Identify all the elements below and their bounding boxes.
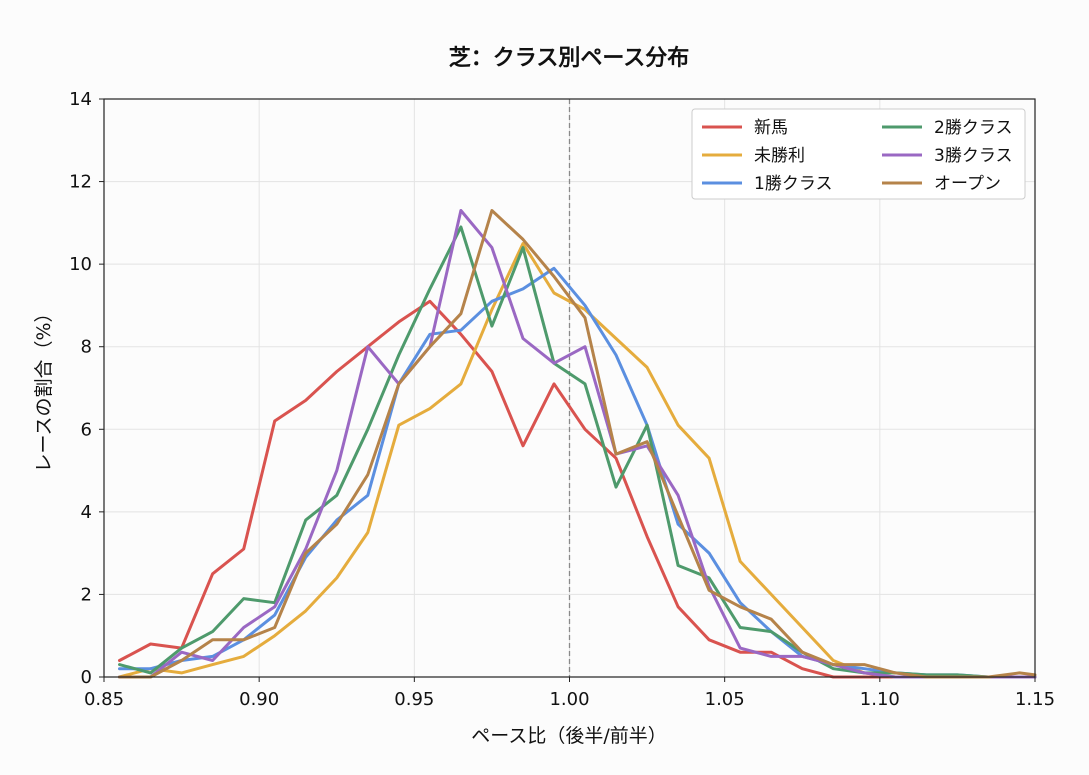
y-tick-label: 6 (81, 419, 92, 440)
y-tick-label: 0 (81, 667, 92, 688)
x-axis-label: ペース比（後半/前半） (471, 725, 666, 747)
y-axis-label: レースの割合（%） (33, 303, 55, 472)
y-axis-ticks: 0 2 4 6 8 10 12 14 (69, 89, 104, 688)
series-line-6 (118, 209, 1037, 679)
legend-label: 新馬 (754, 118, 788, 138)
x-tick-label: 0.85 (84, 689, 124, 710)
legend-label: 未勝利 (754, 146, 805, 166)
y-tick-label: 10 (69, 254, 92, 275)
y-tick-label: 2 (81, 584, 92, 605)
y-tick-label: 12 (69, 172, 92, 193)
x-tick-label: 1.15 (1015, 689, 1055, 710)
y-tick-label: 4 (81, 502, 92, 523)
x-tick-label: 0.90 (239, 689, 279, 710)
y-tick-label: 8 (81, 337, 92, 358)
x-axis-ticks: 0.85 0.90 0.95 1.00 1.05 1.10 1.15 (84, 677, 1055, 710)
x-tick-label: 1.10 (860, 689, 900, 710)
legend-box (691, 108, 1026, 200)
y-tick-label: 14 (69, 89, 92, 110)
chart-title: 芝：クラス別ペース分布 (449, 45, 689, 71)
legend-label: 3勝クラス (934, 146, 1012, 166)
legend-label: 2勝クラス (934, 118, 1012, 138)
x-tick-label: 1.00 (549, 689, 589, 710)
legend-label: オープン (934, 174, 1001, 194)
legend-label: 1勝クラス (754, 174, 832, 194)
x-tick-label: 0.95 (394, 689, 434, 710)
x-tick-label: 1.05 (705, 689, 745, 710)
